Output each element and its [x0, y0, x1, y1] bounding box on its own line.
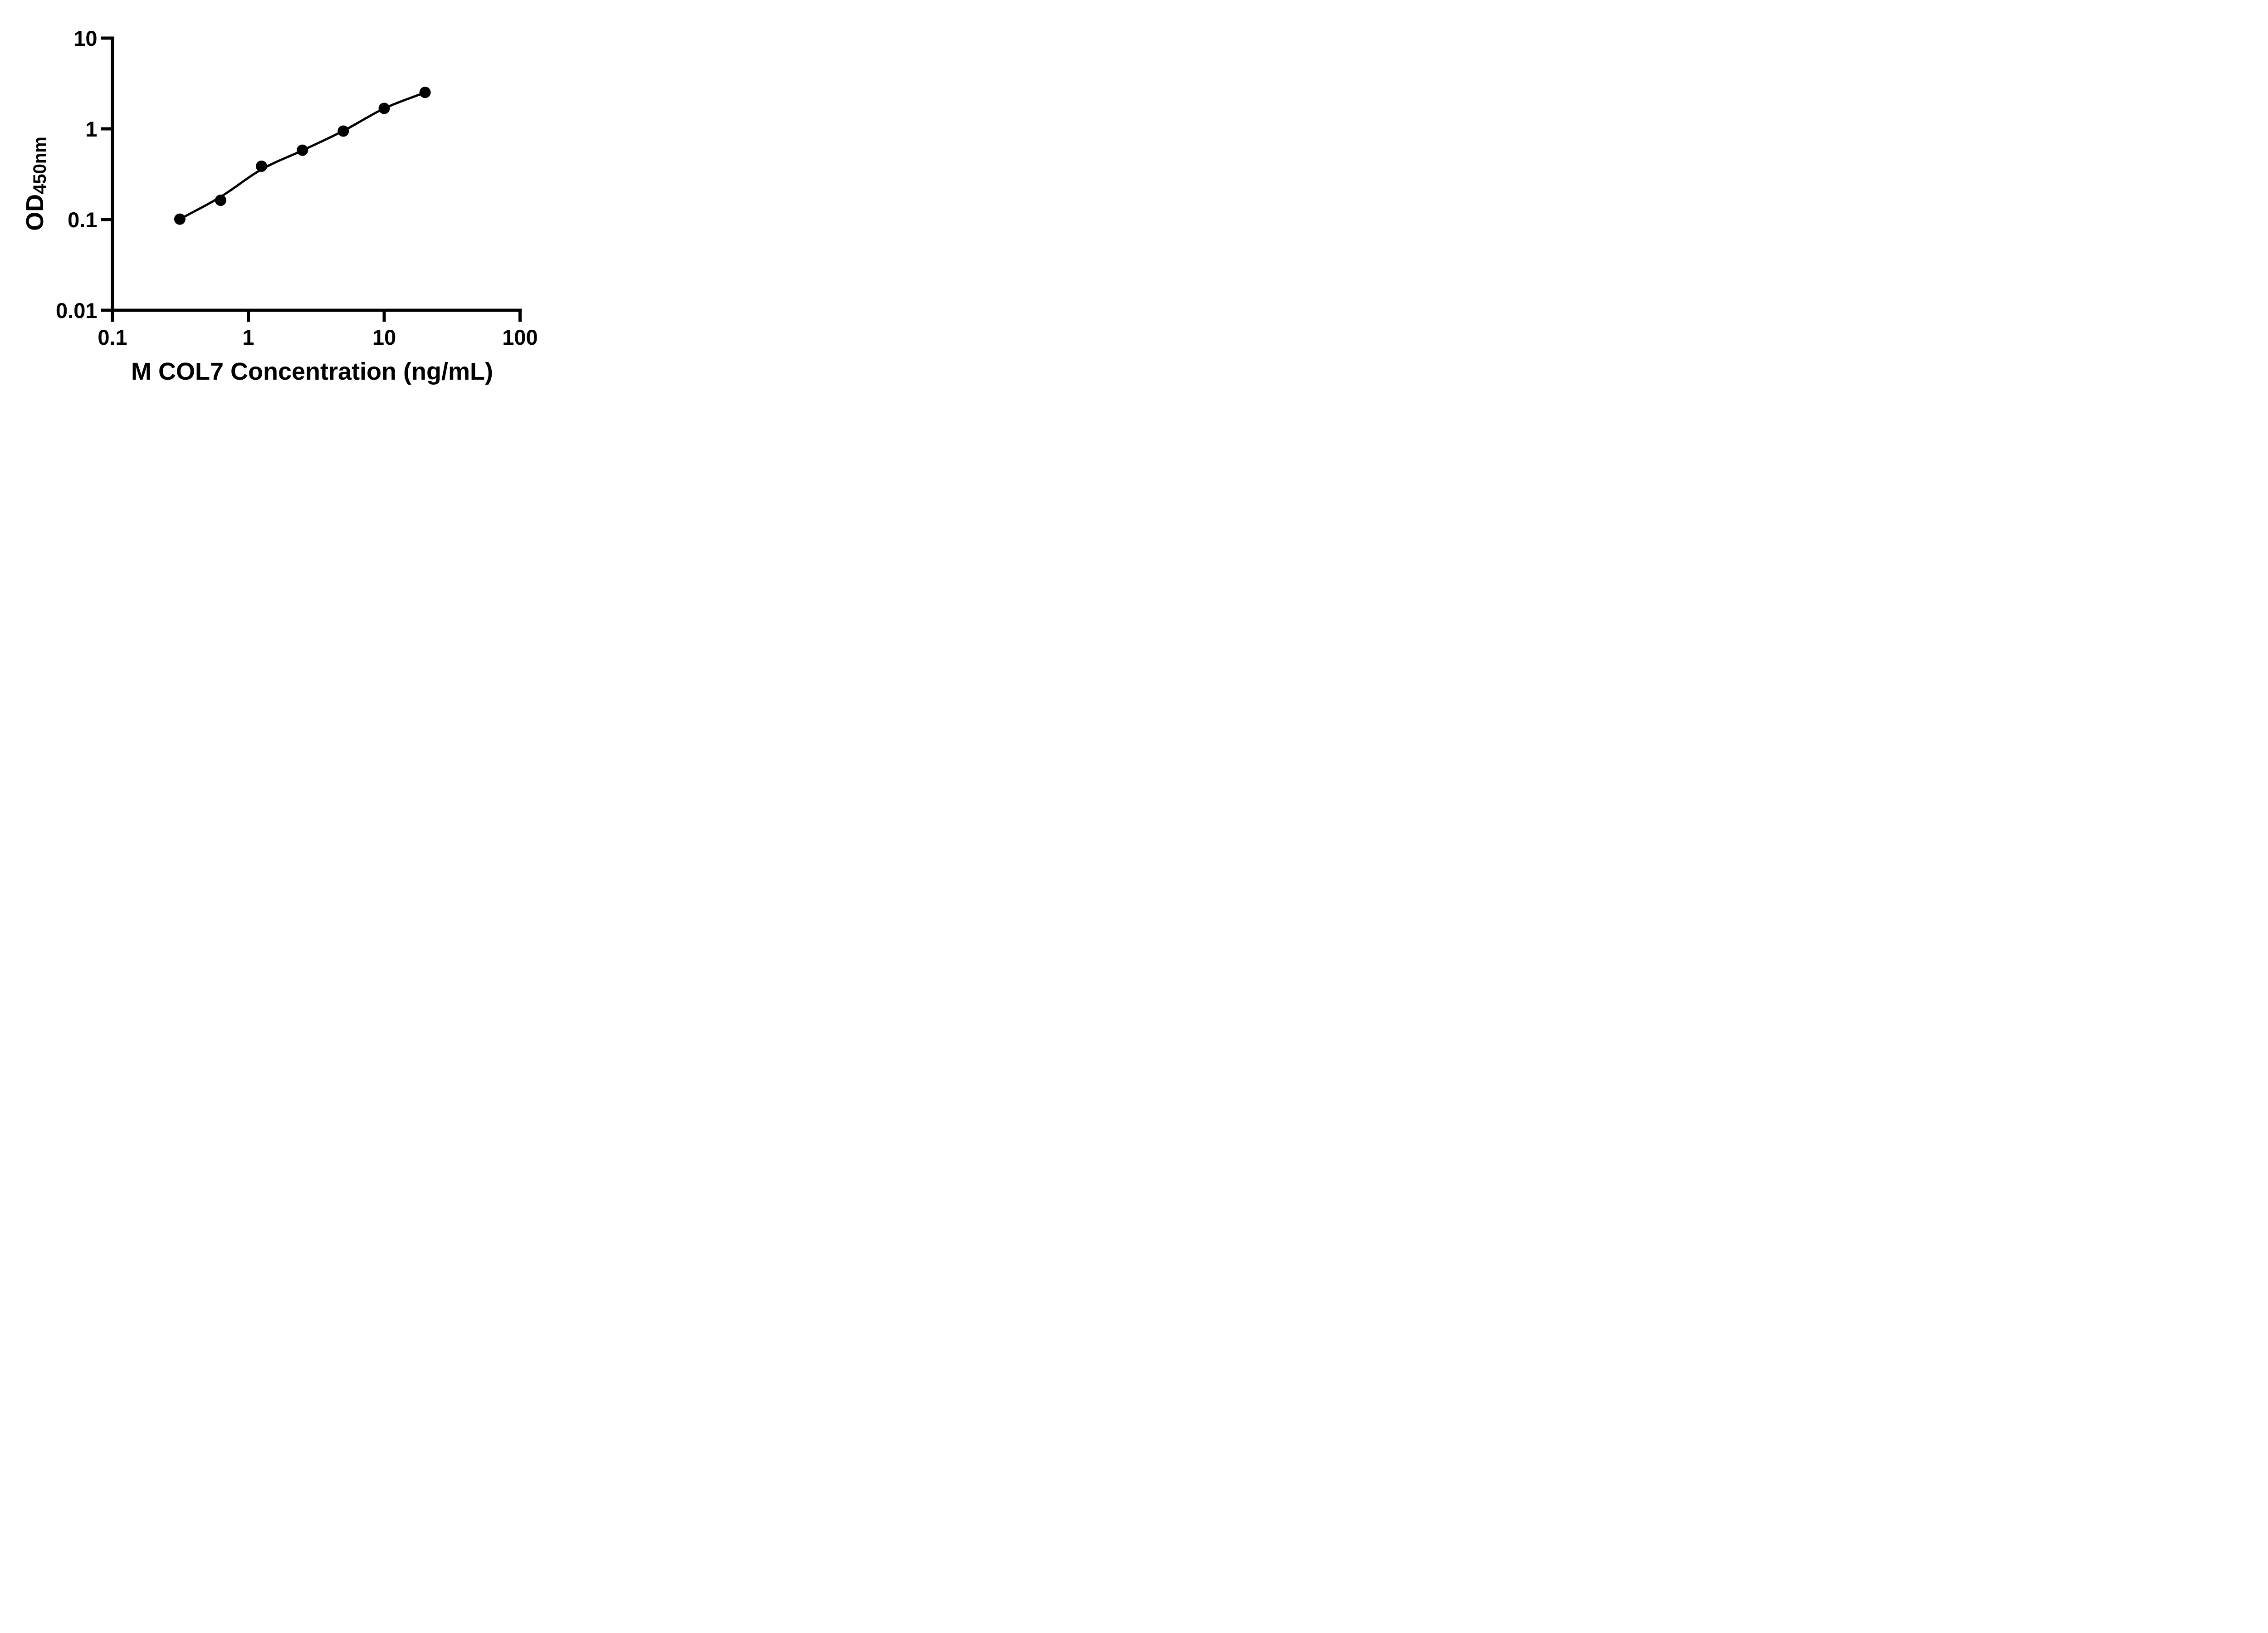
y-tick-label: 10	[73, 26, 97, 50]
data-point	[174, 213, 186, 225]
elisa-standard-curve-figure: 10 1 0.1 0.01 0.1 1 10 100 M COL7 Concentration…	[0, 0, 583, 408]
data-point	[215, 195, 226, 206]
y-axis-title-subscript: 450nm	[30, 137, 50, 194]
data-point	[337, 125, 349, 137]
data-point	[256, 160, 268, 172]
y-tick-label: 1	[85, 117, 97, 141]
x-tick-label: 100	[502, 325, 538, 349]
y-tick-label: 0.01	[56, 298, 97, 323]
data-point	[297, 144, 308, 156]
x-tick-label: 1	[242, 325, 254, 349]
x-axis-title: M COL7 Concentration (ng/mL)	[131, 358, 493, 385]
data-point	[378, 103, 390, 114]
y-tick-label: 0.1	[68, 208, 97, 232]
y-axis-title-main: OD	[21, 194, 49, 231]
y-axis-title: OD450nm	[21, 116, 50, 252]
data-point	[419, 87, 431, 98]
x-tick-label: 10	[372, 325, 396, 349]
x-tick-label: 0.1	[98, 325, 127, 349]
